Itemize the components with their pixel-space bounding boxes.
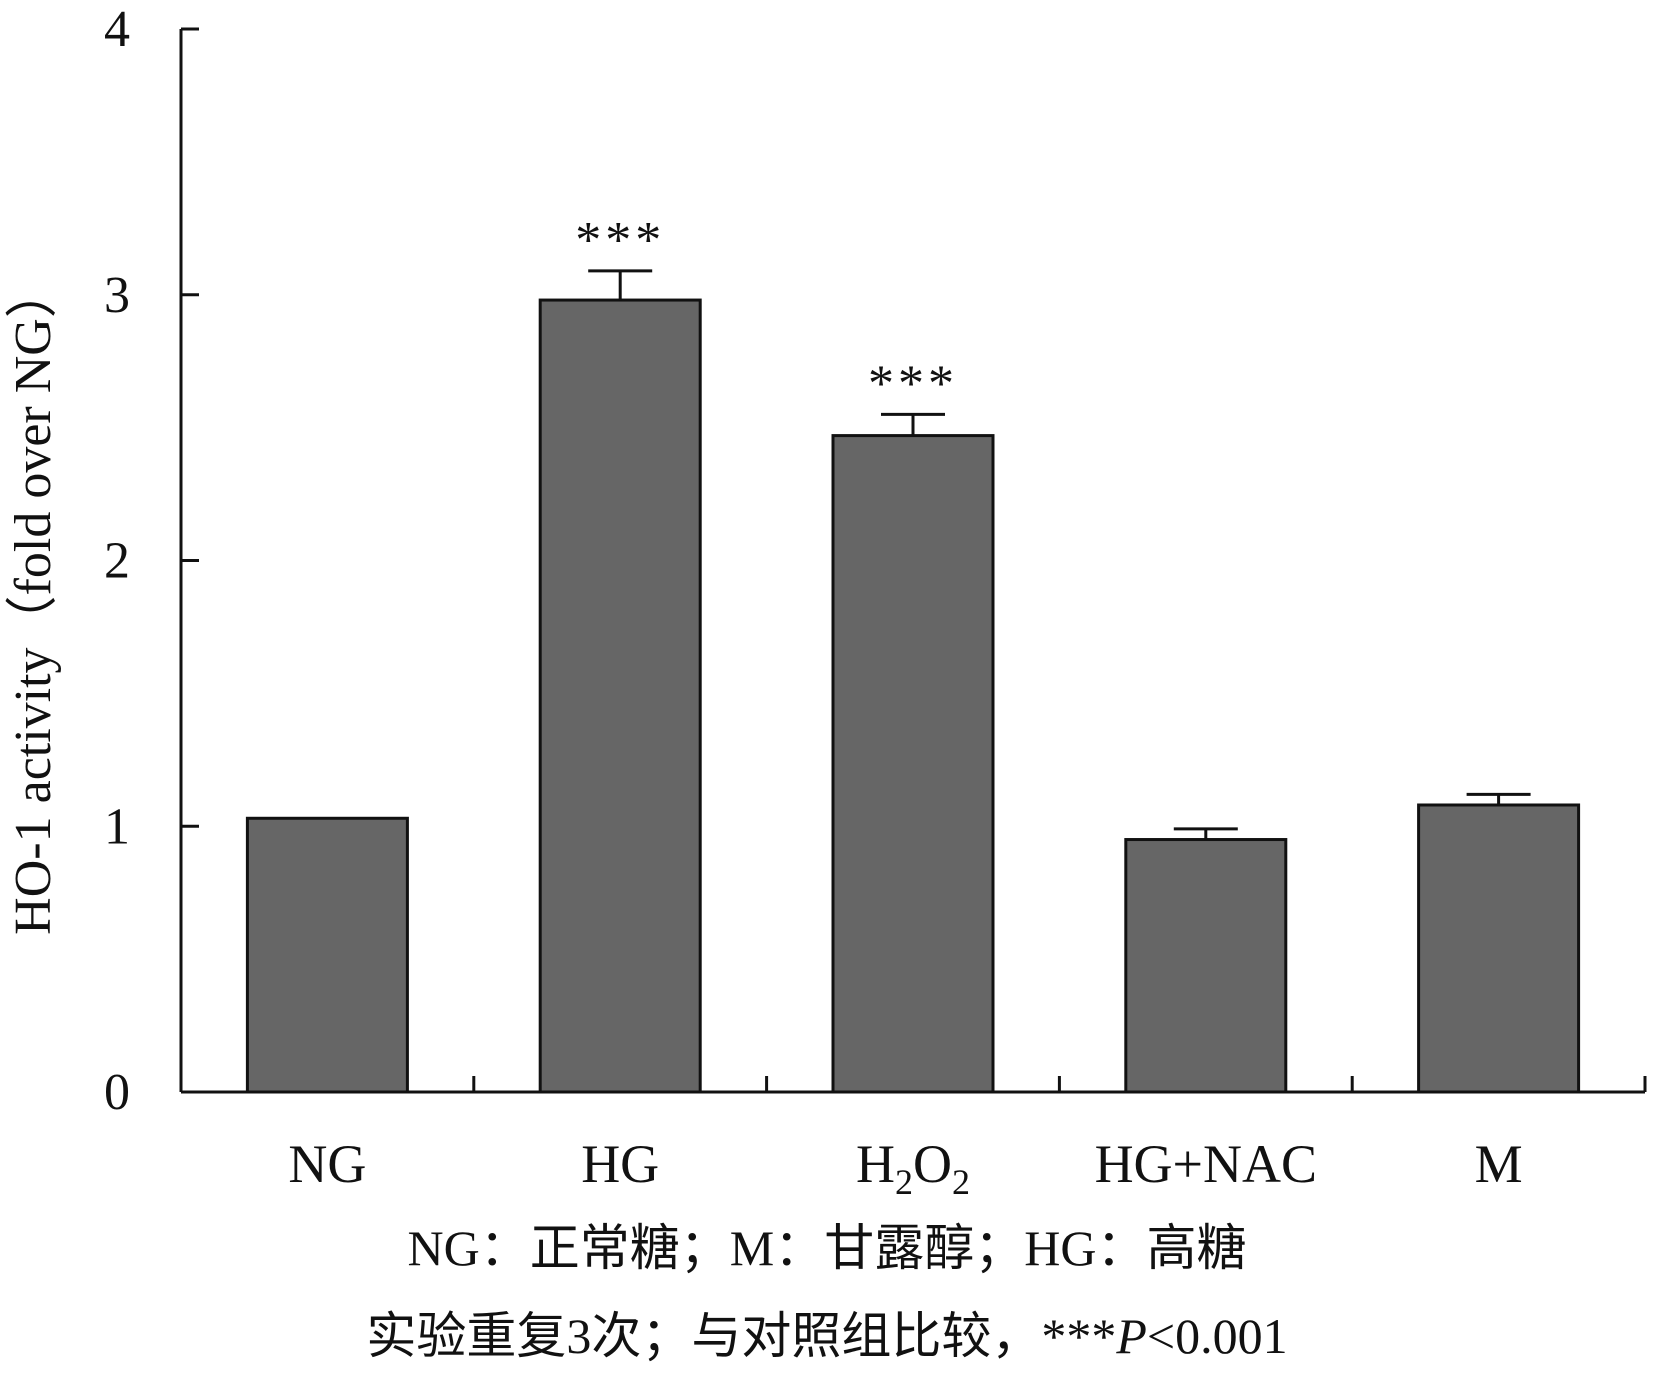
axes-layer: [179, 27, 1647, 1094]
p-value-symbol: P: [1116, 1308, 1147, 1364]
figure-note-text: 实验重复3次；与对照组比较，***: [366, 1308, 1117, 1364]
bar-4: [1417, 803, 1581, 1094]
x-tick-label-2: H2O2: [856, 1134, 970, 1200]
x-tick-label-1: HG: [581, 1134, 659, 1194]
y-tick-label-0: 0: [104, 1064, 130, 1121]
bar-0: [245, 816, 409, 1094]
y-axis-title: HO-1 activity（fold over NG）: [5, 266, 62, 935]
x-tick-label-3: HG+NAC: [1095, 1134, 1317, 1194]
x-tick-label-0: NG: [288, 1134, 366, 1194]
figure-note-significance: 实验重复3次；与对照组比较，***P<0.001: [0, 1296, 1654, 1368]
bar-chart: *** *** 0 1 2 3 4 NG HG H2O2 HG+NAC M HO-1 activity（…: [5, 1, 1647, 1200]
y-tick-label-3: 3: [104, 267, 130, 324]
significance-label-2: ***: [868, 355, 958, 412]
bar-3: [1124, 838, 1288, 1094]
p-value-threshold: <0.001: [1146, 1308, 1288, 1364]
labels-layer: *** *** 0 1 2 3 4 NG HG H2O2 HG+NAC M HO-1 activity（…: [5, 1, 1523, 1200]
bars-layer: [245, 269, 1581, 1094]
bar-1: [538, 298, 702, 1094]
bar-2: [831, 434, 995, 1094]
y-tick-label-1: 1: [104, 798, 130, 855]
y-tick-label-2: 2: [104, 533, 130, 590]
figure-note-abbreviations: NG：正常糖；M：甘露醇；HG：高糖: [407, 1220, 1247, 1276]
x-tick-label-4: M: [1475, 1134, 1523, 1194]
y-tick-label-4: 4: [104, 1, 130, 58]
significance-label-1: ***: [575, 212, 665, 269]
